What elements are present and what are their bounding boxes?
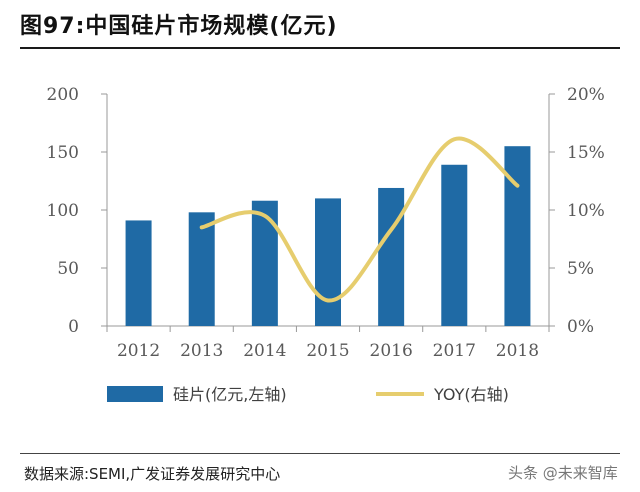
legend: 硅片(亿元,左轴) YOY(右轴) xyxy=(107,385,509,404)
footer-divider xyxy=(20,453,620,454)
x-tick-label: 2014 xyxy=(243,341,286,361)
x-axis: 2012 2013 2014 2015 2016 2017 2018 xyxy=(106,325,550,361)
right-tick-label: 0% xyxy=(567,317,594,337)
legend-bar-label: 硅片(亿元,左轴) xyxy=(173,385,287,404)
x-tick-label: 2017 xyxy=(433,341,476,361)
bar-2016 xyxy=(378,187,405,326)
x-tick-label: 2012 xyxy=(117,341,160,361)
x-tick-label: 2015 xyxy=(306,341,349,361)
yoy-line xyxy=(199,136,520,303)
right-y-axis: 0% 5% 10% 15% 20% xyxy=(548,85,605,337)
source-note: 数据来源:SEMI,广发证券发展研究中心 xyxy=(24,465,281,483)
right-tick-label: 5% xyxy=(567,259,594,279)
yoy-point-2017 xyxy=(452,137,457,142)
legend-bar-swatch xyxy=(107,386,163,402)
x-tick-label: 2016 xyxy=(370,341,413,361)
title-divider xyxy=(20,47,620,49)
bar-series xyxy=(125,146,531,326)
yoy-point-2015 xyxy=(326,298,331,303)
legend-line-label: YOY(右轴) xyxy=(433,385,509,404)
title-area: 图97:中国硅片市场规模(亿元) xyxy=(20,8,338,40)
left-tick-label: 50 xyxy=(57,259,79,279)
left-y-axis: 0 50 100 150 200 xyxy=(47,85,108,337)
left-tick-label: 150 xyxy=(47,143,79,163)
x-tick-label: 2018 xyxy=(496,341,539,361)
chart-title: 图97:中国硅片市场规模(亿元) xyxy=(20,14,338,39)
bar-2014 xyxy=(251,200,278,326)
yoy-line-series xyxy=(199,136,520,303)
left-tick-label: 200 xyxy=(47,85,79,105)
yoy-point-2016 xyxy=(389,227,394,232)
right-tick-label: 10% xyxy=(567,201,605,221)
right-tick-label: 20% xyxy=(567,85,605,105)
watermark: 头条 @未来智库 xyxy=(508,464,618,482)
bar-2015 xyxy=(315,198,341,326)
right-tick-label: 15% xyxy=(567,143,605,163)
bar-2017 xyxy=(441,164,468,326)
bar-2013 xyxy=(188,212,215,326)
bar-2012 xyxy=(125,220,152,326)
bar-2018 xyxy=(504,146,531,326)
yoy-point-2013 xyxy=(199,225,204,230)
left-tick-label: 0 xyxy=(68,317,79,337)
x-tick-label: 2013 xyxy=(180,341,223,361)
yoy-point-2018 xyxy=(515,183,520,188)
yoy-point-2014 xyxy=(262,213,267,218)
left-tick-label: 100 xyxy=(47,201,79,221)
